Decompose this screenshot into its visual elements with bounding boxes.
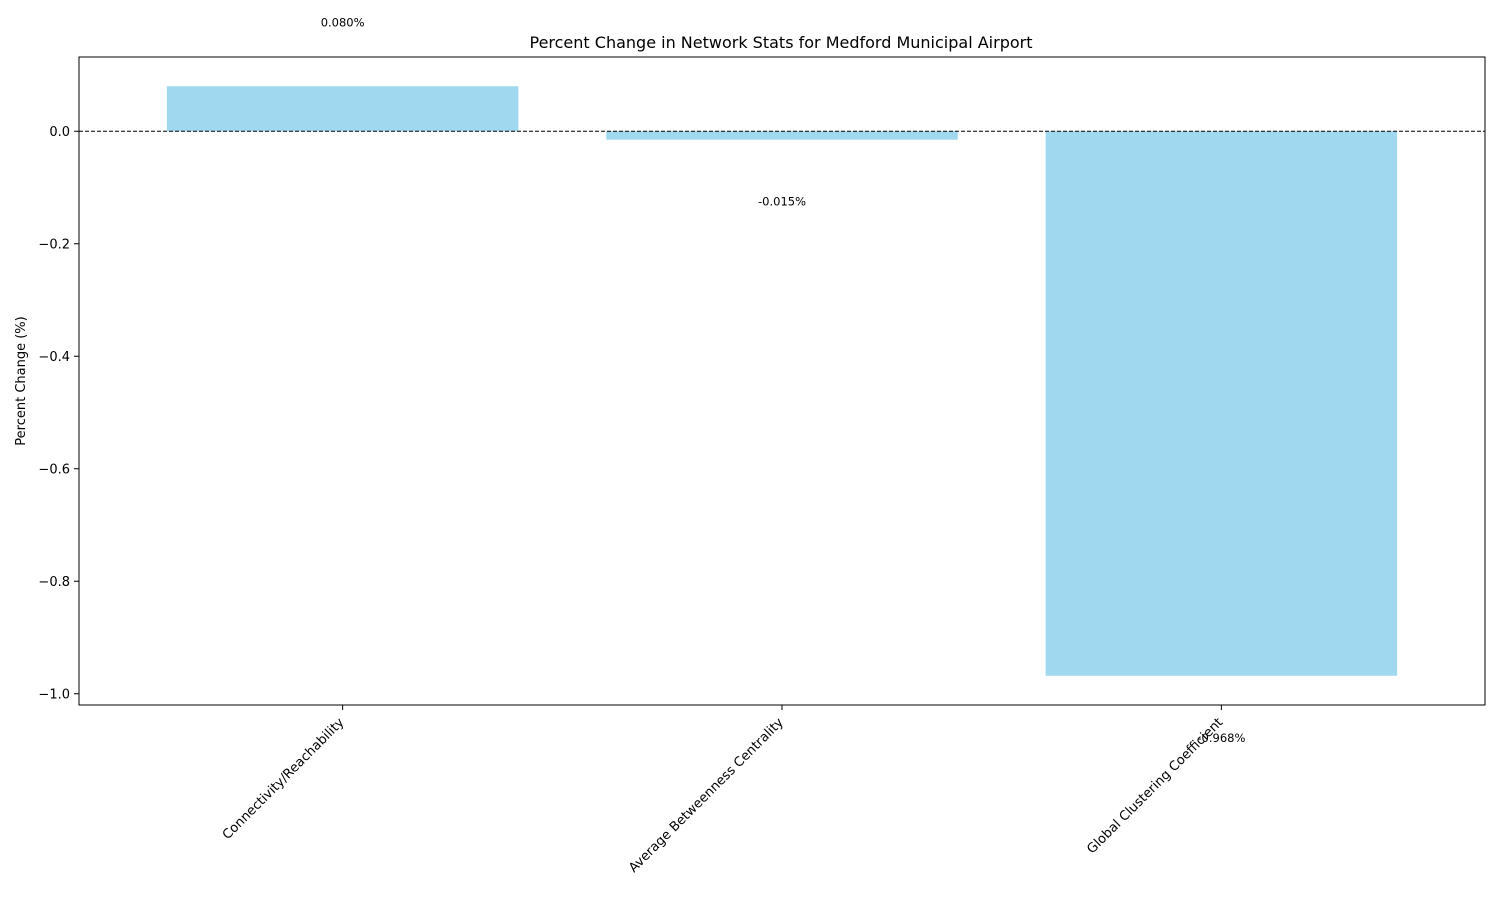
- bar: [606, 131, 958, 140]
- data-labels-group: 0.080% -0.015% -0.968%: [321, 15, 1246, 745]
- bars-group: [166, 86, 1398, 676]
- data-label: -0.968%: [1197, 731, 1245, 745]
- y-tick-label: −0.2: [38, 237, 70, 252]
- x-tick-label: Average Betweenness Centrality: [626, 715, 787, 876]
- data-label: 0.080%: [321, 15, 365, 29]
- y-tick-label: −1.0: [38, 687, 70, 702]
- y-tick-label: 0.0: [49, 125, 70, 140]
- bar: [1045, 131, 1398, 676]
- y-axis: 0.0 −0.2 −0.4 −0.6 −0.8 −1.0: [38, 125, 79, 702]
- y-axis-label: Percent Change (%): [14, 316, 29, 445]
- chart-title: Percent Change in Network Stats for Medf…: [529, 33, 1032, 52]
- bar: [166, 86, 519, 132]
- data-label: -0.015%: [758, 195, 806, 209]
- y-tick-label: −0.4: [38, 350, 70, 365]
- y-tick-label: −0.8: [38, 575, 70, 590]
- y-tick-label: −0.6: [38, 462, 70, 477]
- x-axis: Connectivity/Reachability Average Between…: [220, 705, 1226, 876]
- x-tick-label: Connectivity/Reachability: [220, 715, 348, 843]
